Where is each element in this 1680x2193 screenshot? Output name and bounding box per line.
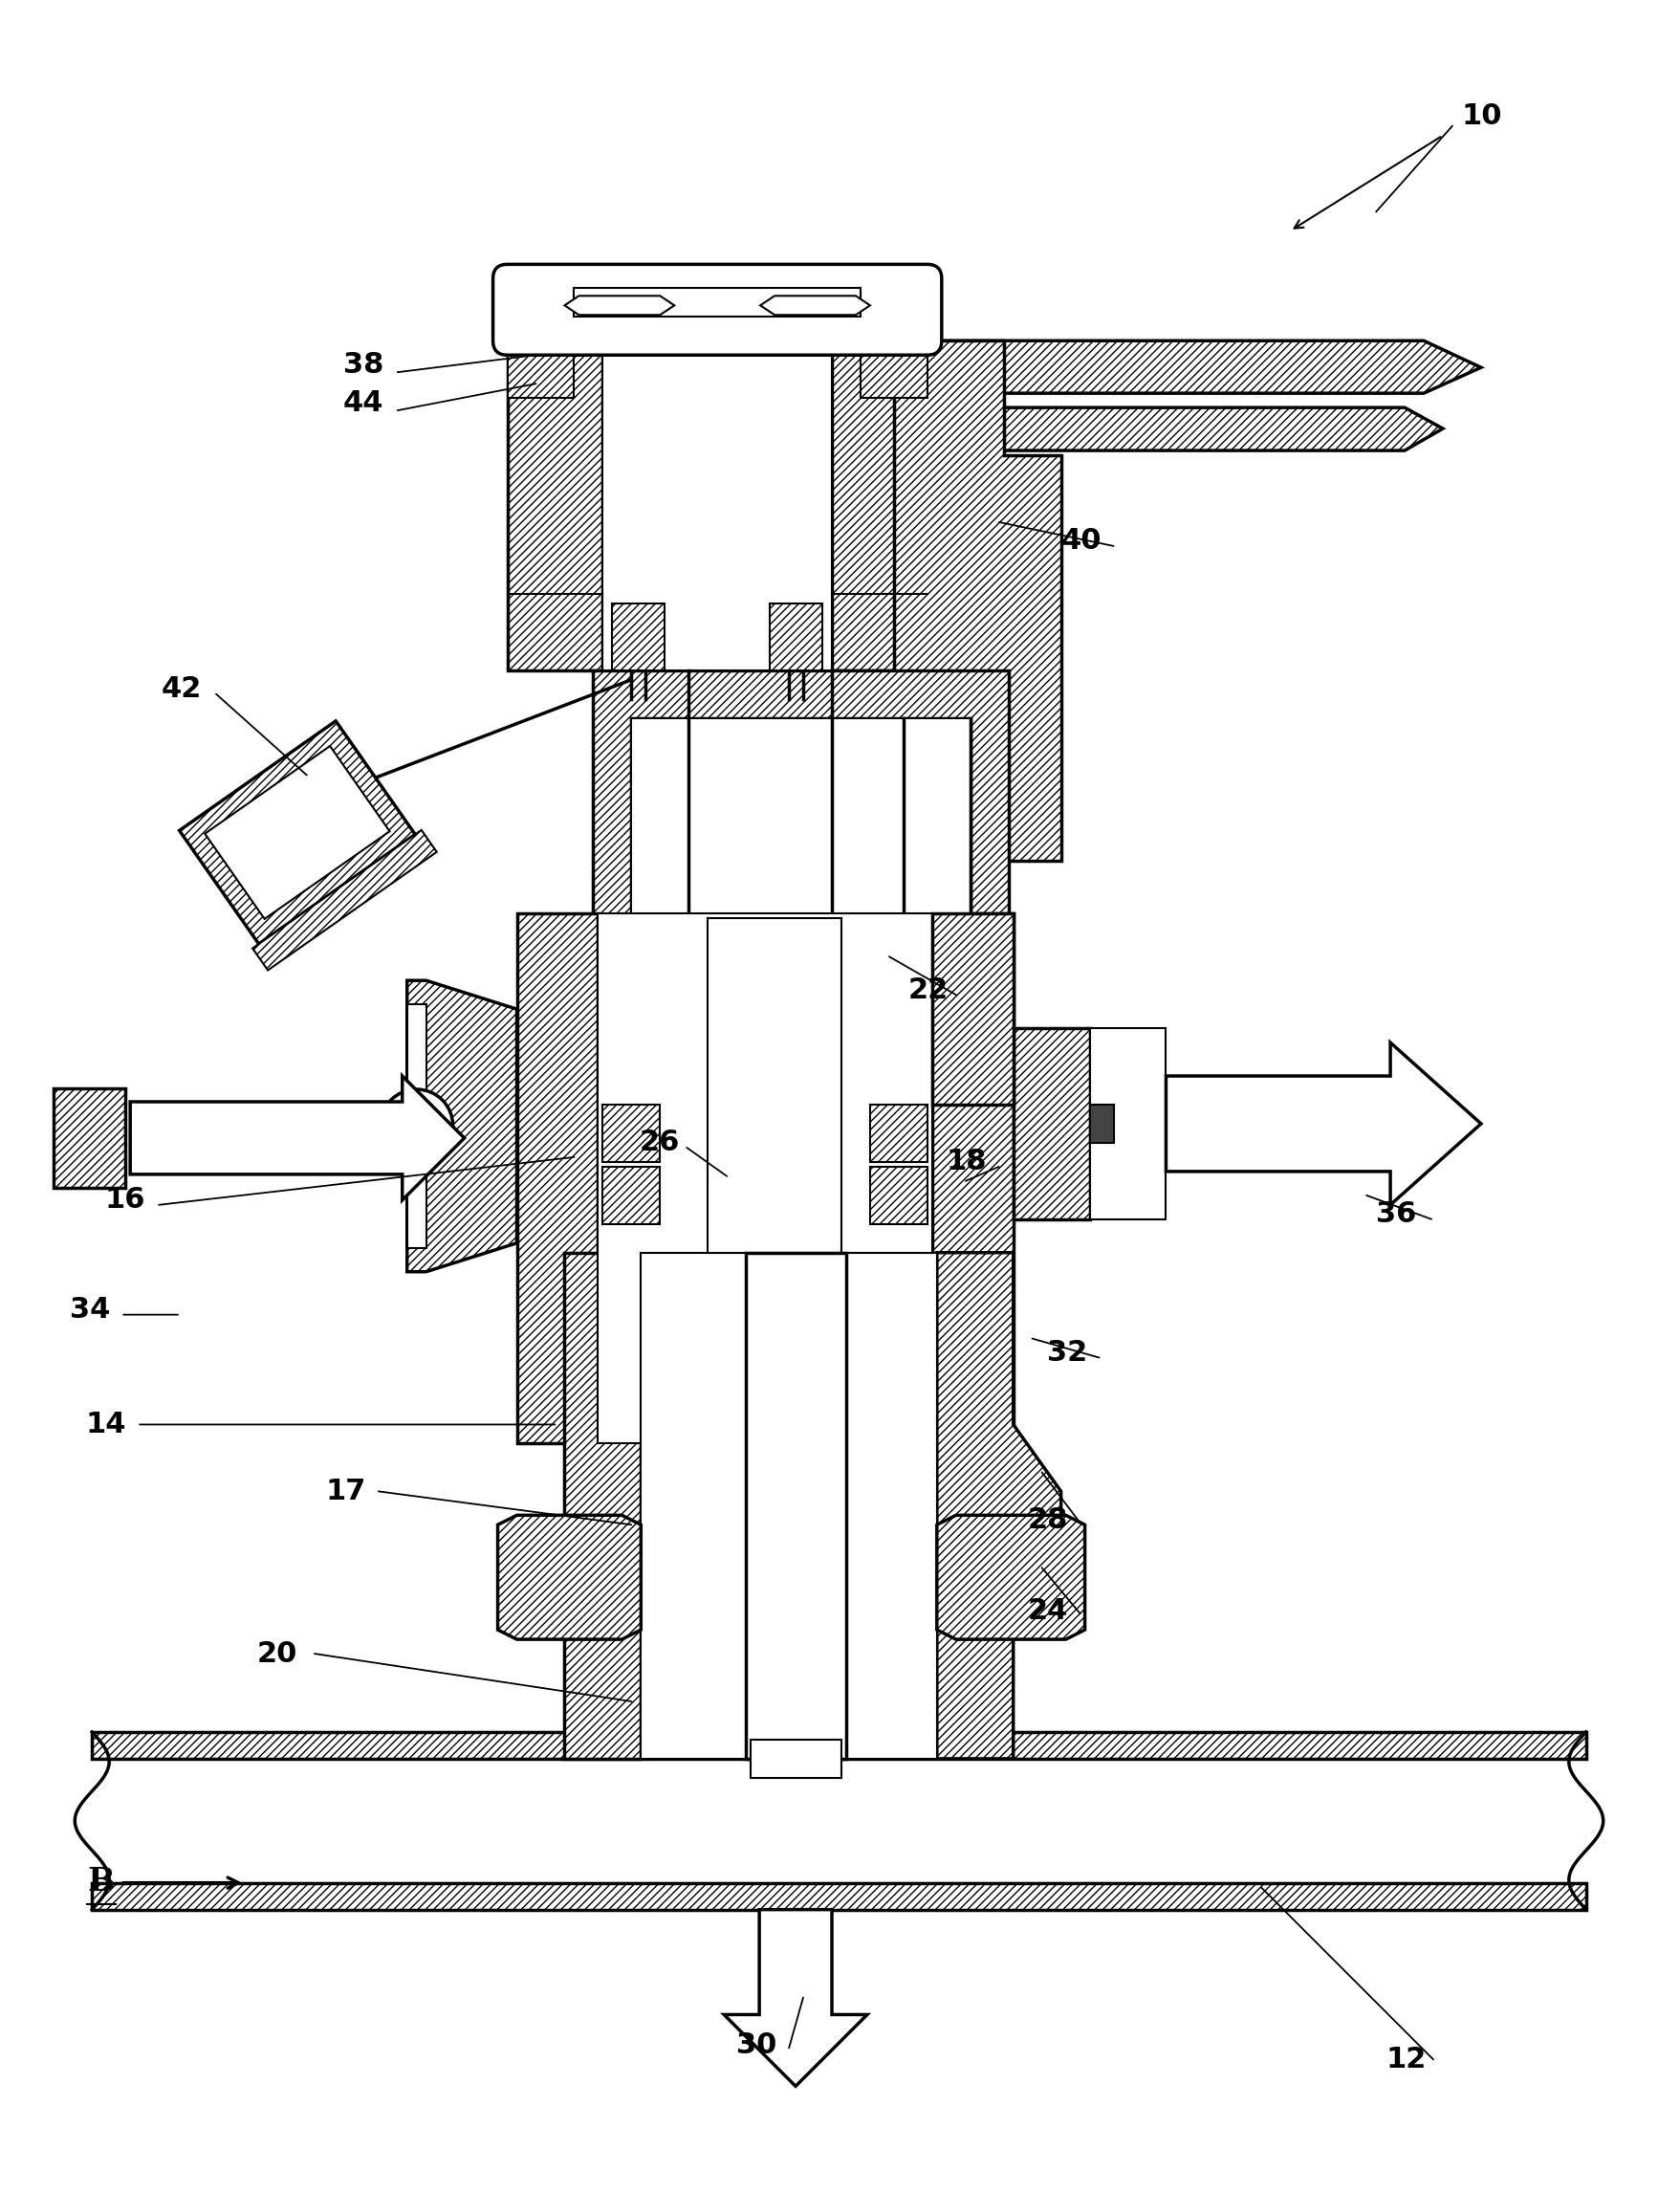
Bar: [603, 1105, 660, 1162]
Bar: [751, 1739, 842, 1779]
Polygon shape: [593, 671, 1008, 919]
Text: 22: 22: [909, 976, 949, 1004]
Bar: [1090, 1029, 1166, 1219]
Bar: [507, 331, 603, 671]
Text: 24: 24: [1028, 1597, 1068, 1625]
Polygon shape: [724, 1910, 867, 2086]
Polygon shape: [761, 296, 870, 316]
Polygon shape: [937, 1252, 1062, 1759]
Text: 28: 28: [1028, 1507, 1068, 1533]
Polygon shape: [894, 340, 1062, 862]
Text: 42: 42: [161, 675, 202, 704]
Bar: [746, 1252, 847, 1759]
Bar: [612, 603, 665, 671]
Text: 40: 40: [1062, 526, 1102, 555]
Text: 10: 10: [1462, 103, 1502, 129]
Text: 12: 12: [1386, 2046, 1426, 2072]
Bar: [870, 1105, 927, 1162]
Text: 18: 18: [946, 1149, 988, 1175]
Polygon shape: [927, 340, 1482, 393]
Bar: [1090, 1105, 1114, 1143]
Polygon shape: [205, 746, 390, 919]
Polygon shape: [407, 980, 517, 1272]
Bar: [517, 914, 598, 1443]
FancyBboxPatch shape: [492, 265, 942, 355]
Text: 36: 36: [1376, 1200, 1416, 1228]
Bar: [407, 1004, 427, 1248]
Text: 26: 26: [638, 1129, 680, 1156]
Text: 30: 30: [736, 2031, 776, 2059]
Polygon shape: [497, 1515, 642, 1640]
Text: 32: 32: [1047, 1340, 1087, 1366]
Bar: [632, 717, 971, 919]
Bar: [707, 919, 842, 1252]
Polygon shape: [252, 829, 437, 969]
Bar: [870, 1167, 927, 1224]
Bar: [832, 331, 927, 671]
Polygon shape: [937, 1515, 1085, 1640]
Bar: [564, 1252, 642, 1759]
Bar: [860, 279, 927, 397]
Polygon shape: [1166, 1042, 1482, 1204]
Text: 20: 20: [257, 1640, 297, 1667]
Bar: [603, 1167, 660, 1224]
Polygon shape: [180, 721, 415, 943]
Polygon shape: [899, 408, 1443, 450]
Bar: [598, 914, 932, 1443]
Text: 38: 38: [343, 351, 383, 379]
Polygon shape: [564, 296, 674, 316]
Bar: [92, 1884, 1586, 1910]
Text: 14: 14: [86, 1410, 126, 1439]
Text: 17: 17: [326, 1478, 366, 1504]
Bar: [642, 1252, 937, 1759]
Bar: [1013, 1029, 1090, 1219]
Polygon shape: [131, 1077, 464, 1200]
Polygon shape: [54, 1088, 126, 1189]
Bar: [603, 331, 832, 671]
Bar: [92, 1732, 1586, 1759]
Bar: [507, 279, 575, 397]
Text: 44: 44: [343, 388, 383, 417]
Circle shape: [380, 1090, 454, 1162]
Text: 34: 34: [71, 1296, 111, 1325]
Circle shape: [395, 1105, 437, 1147]
Bar: [932, 914, 1013, 1105]
Bar: [575, 287, 860, 316]
Bar: [769, 603, 822, 671]
Text: B: B: [87, 1866, 114, 1897]
Bar: [932, 914, 1013, 1443]
Text: 16: 16: [104, 1186, 144, 1215]
